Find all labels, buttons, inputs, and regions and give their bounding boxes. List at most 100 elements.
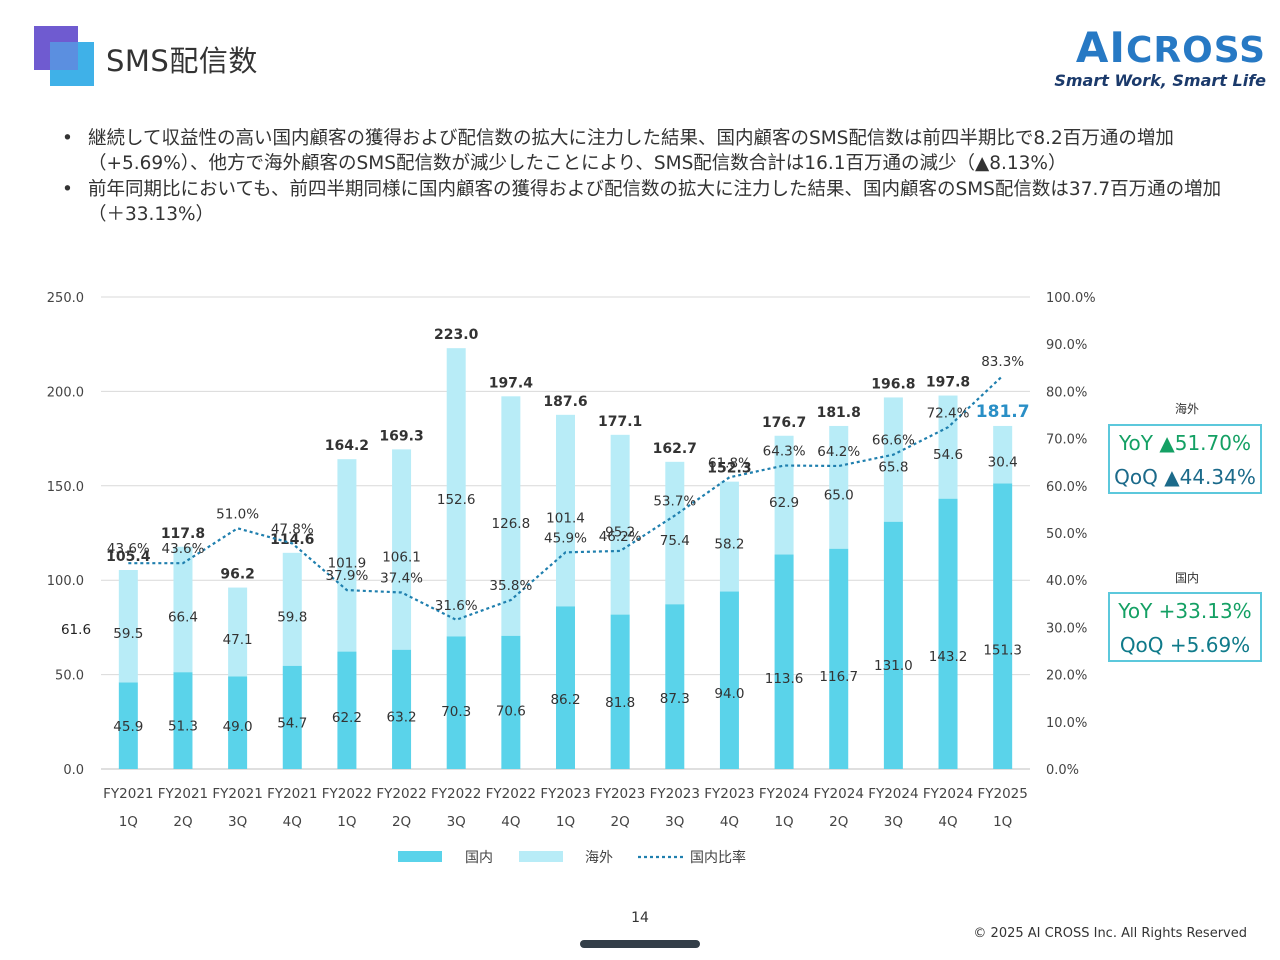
bar-overseas bbox=[993, 425, 1013, 484]
bar-domestic bbox=[556, 606, 575, 769]
legend-swatch-domestic bbox=[398, 851, 442, 862]
x-tick-year: FY2022 bbox=[376, 786, 426, 802]
label-overseas: 59.8 bbox=[277, 609, 307, 625]
brand-ai: AI bbox=[1075, 23, 1127, 72]
x-tick-year: FY2023 bbox=[704, 786, 754, 802]
x-tick-quarter: 2Q bbox=[829, 814, 848, 830]
label-total: 181.8 bbox=[817, 405, 861, 421]
bar-overseas bbox=[938, 395, 958, 499]
x-tick-quarter: 4Q bbox=[720, 814, 739, 830]
y-left-tick: 150.0 bbox=[47, 480, 84, 495]
bar-overseas bbox=[719, 481, 739, 592]
label-ratio: 35.8% bbox=[489, 578, 532, 594]
kpi-overseas-box: YoY ▲51.70% QoQ ▲44.34% bbox=[1108, 424, 1262, 494]
label-domestic: 62.2 bbox=[332, 710, 362, 726]
label-domestic: 87.3 bbox=[660, 691, 690, 707]
kpi-overseas-yoy: YoY ▲51.70% bbox=[1118, 431, 1251, 455]
label-total: 152.3 bbox=[707, 461, 751, 477]
label-overseas: 101.4 bbox=[546, 511, 585, 527]
label-domestic: 45.9 bbox=[113, 719, 143, 735]
label-total: 197.4 bbox=[489, 375, 534, 391]
label-domestic: 116.7 bbox=[819, 669, 858, 685]
label-total: 117.8 bbox=[161, 526, 205, 542]
label-domestic: 86.2 bbox=[550, 692, 580, 708]
y-right-tick: 30.0% bbox=[1046, 621, 1087, 636]
page-number: 14 bbox=[631, 910, 649, 926]
x-tick-quarter: 3Q bbox=[447, 814, 466, 830]
x-tick-quarter: 2Q bbox=[173, 814, 192, 830]
label-overseas: 95.2 bbox=[605, 525, 635, 541]
label-total: 187.6 bbox=[543, 394, 587, 410]
bar-domestic bbox=[883, 521, 903, 769]
bar-domestic bbox=[282, 665, 302, 769]
bar-overseas bbox=[282, 552, 302, 666]
label-overseas: 66.4 bbox=[168, 609, 198, 625]
bar-domestic bbox=[501, 635, 521, 769]
label-total: 96.2 bbox=[220, 567, 255, 583]
x-tick-quarter: 1Q bbox=[774, 814, 793, 830]
x-tick-year: FY2024 bbox=[868, 786, 918, 802]
label-ratio: 72.4% bbox=[927, 405, 970, 421]
legend-label-ratio: 国内比率 bbox=[690, 849, 746, 866]
label-ratio: 51.0% bbox=[216, 506, 259, 522]
bar-domestic bbox=[665, 604, 685, 769]
x-tick-year: FY2022 bbox=[322, 786, 372, 802]
y-right-tick: 70.0% bbox=[1046, 433, 1087, 448]
bar-overseas bbox=[501, 396, 521, 636]
label-total: 105.4 bbox=[106, 549, 151, 565]
label-overseas: 59.5 bbox=[113, 626, 143, 642]
label-overseas: 101.9 bbox=[328, 555, 367, 571]
label-domestic: 51.3 bbox=[168, 718, 198, 734]
label-domestic: 49.0 bbox=[223, 719, 253, 735]
x-tick-year: FY2024 bbox=[814, 786, 864, 802]
label-total: 196.8 bbox=[871, 376, 915, 392]
label-total: 197.8 bbox=[926, 375, 970, 391]
label-ratio: 43.6% bbox=[107, 541, 150, 557]
x-tick-quarter: 1Q bbox=[993, 814, 1012, 830]
x-tick-quarter: 3Q bbox=[228, 814, 247, 830]
bar-domestic bbox=[392, 649, 412, 769]
bar-domestic bbox=[774, 554, 794, 769]
x-tick-year: FY2021 bbox=[267, 786, 317, 802]
y-right-tick: 90.0% bbox=[1046, 338, 1087, 353]
label-domestic: 113.6 bbox=[765, 671, 804, 687]
x-tick-quarter: 2Q bbox=[611, 814, 630, 830]
home-indicator[interactable] bbox=[580, 940, 700, 948]
x-tick-quarter: 1Q bbox=[119, 814, 138, 830]
bar-overseas bbox=[883, 397, 903, 522]
y-left-tick: 100.0 bbox=[47, 574, 84, 589]
bar-domestic bbox=[446, 636, 466, 769]
x-tick-year: FY2021 bbox=[212, 786, 262, 802]
label-total: 169.3 bbox=[379, 428, 423, 444]
label-total: 177.1 bbox=[598, 414, 642, 430]
label-overseas: 62.9 bbox=[769, 495, 799, 511]
kpi-domestic-label: 国内 bbox=[1174, 571, 1199, 585]
label-total: 114.6 bbox=[270, 532, 314, 548]
label-domestic: 81.8 bbox=[605, 695, 635, 711]
label-total: 164.2 bbox=[325, 438, 369, 454]
label-overseas: 58.2 bbox=[714, 537, 744, 553]
x-tick-year: FY2022 bbox=[486, 786, 536, 802]
label-total: 181.7 bbox=[976, 402, 1030, 422]
x-tick-year: FY2024 bbox=[923, 786, 973, 802]
label-overseas: 152.6 bbox=[437, 492, 476, 508]
y-right-tick: 40.0% bbox=[1046, 574, 1087, 589]
legend-label-domestic: 国内 bbox=[465, 850, 493, 866]
label-overseas: 47.1 bbox=[223, 632, 253, 648]
brand-tagline: Smart Work, Smart Life bbox=[1054, 71, 1266, 90]
x-tick-year: FY2023 bbox=[650, 786, 700, 802]
kpi-domestic-box: YoY +33.13% QoQ +5.69% bbox=[1108, 592, 1262, 662]
label-overseas: 65.8 bbox=[878, 460, 908, 476]
y-right-tick: 60.0% bbox=[1046, 480, 1087, 495]
bar-domestic bbox=[610, 614, 630, 769]
bar-domestic bbox=[118, 682, 138, 769]
y-left-tick: 200.0 bbox=[47, 385, 84, 400]
x-tick-year: FY2023 bbox=[540, 786, 590, 802]
label-ratio: 61.8% bbox=[708, 455, 751, 471]
x-tick-quarter: 4Q bbox=[501, 814, 520, 830]
y-left-tick: 250.0 bbox=[47, 291, 84, 306]
x-tick-quarter: 3Q bbox=[665, 814, 684, 830]
bar-overseas bbox=[610, 434, 630, 615]
bar-domestic bbox=[228, 676, 248, 769]
x-tick-quarter: 4Q bbox=[283, 814, 302, 830]
